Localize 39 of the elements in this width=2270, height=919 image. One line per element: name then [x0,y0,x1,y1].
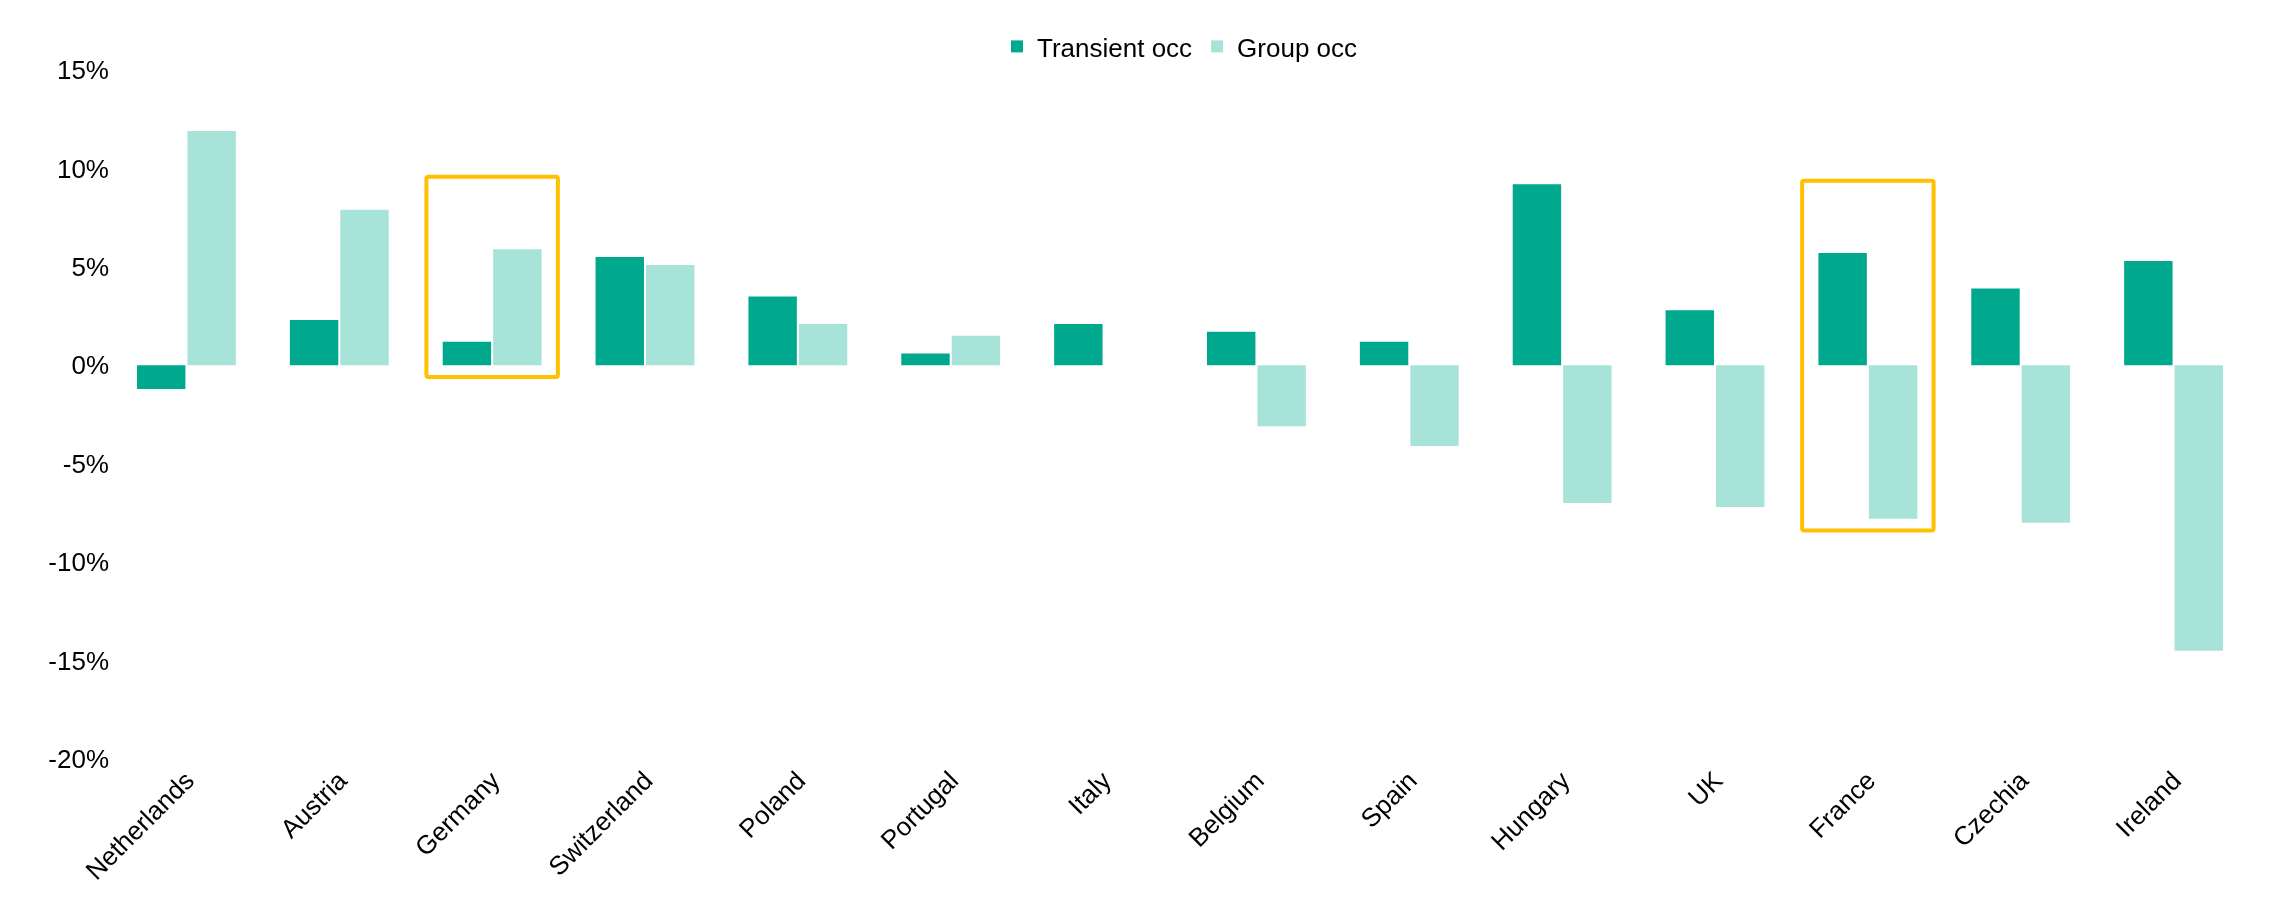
y-tick-label: -5% [62,448,109,479]
bar [595,257,644,366]
bar [136,365,186,389]
bar [187,131,236,366]
bar [1818,253,1867,366]
bar [1868,365,1918,519]
bar [1257,365,1306,427]
y-tick-label: -10% [48,547,109,578]
bar [1665,310,1714,366]
bar [493,249,542,366]
bar [798,323,848,366]
bar [1054,323,1103,366]
bar [2174,365,2224,651]
y-tick-label: -15% [48,645,109,676]
bar [646,264,695,366]
y-tick-label: 5% [71,251,109,282]
bar [340,209,389,366]
y-tick-label: 15% [56,55,109,86]
bar [901,353,950,366]
bar [1359,341,1409,366]
bar [289,320,339,366]
bar [2021,365,2071,523]
bar [1512,184,1562,366]
bar [2124,260,2173,366]
x-tick-label: Italy [1062,765,1118,821]
bar [1716,365,1765,508]
x-tick-label: UK [1681,764,1729,812]
bar [748,296,797,366]
bar [442,341,492,366]
bar [1971,288,2020,366]
legend-label: Transient occ [1037,32,1193,63]
bar [951,335,1001,366]
bar [1410,365,1459,446]
y-tick-label: 10% [56,153,109,184]
legend-label: Group occ [1237,32,1358,63]
y-tick-label: 0% [71,350,109,381]
bar [1206,331,1256,366]
bar [1563,365,1612,504]
y-tick-label: -20% [48,744,109,775]
